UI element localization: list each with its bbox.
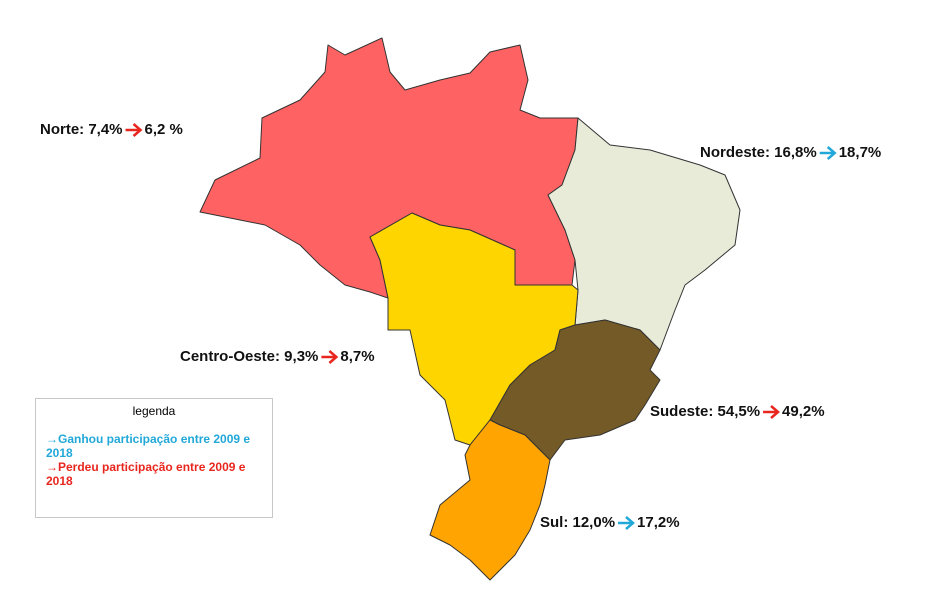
region-label: Centro-Oeste: 9,3%: [180, 348, 318, 365]
legend-item: →Perdeu participação entre 2009 e 2018: [46, 460, 246, 488]
region-label: Sudeste: 54,5%: [650, 403, 760, 420]
legend: legenda →Ganhou participação entre 2009 …: [35, 398, 273, 518]
region-value: 17,2%: [637, 514, 680, 531]
trend-arrow-head: [770, 405, 780, 419]
region-value: 6,2 %: [145, 121, 183, 138]
region-label: Norte: 7,4%: [40, 121, 123, 138]
region-label: Nordeste: 16,8%: [700, 144, 817, 161]
legend-title: legenda: [132, 404, 176, 418]
trend-arrow-head: [328, 350, 339, 364]
region-sul: [429, 419, 551, 581]
trend-arrow-head: [625, 516, 635, 530]
trend-arrow-head: [826, 146, 837, 160]
region-value: 8,7%: [340, 348, 374, 365]
region-label: Sul: 12,0%: [540, 514, 615, 531]
region-sudeste: [489, 319, 661, 461]
region-value: 49,2%: [782, 403, 825, 420]
region-value: 18,7%: [839, 144, 882, 161]
legend-item: →Ganhou participação entre 2009 e 2018: [46, 432, 251, 460]
trend-arrow-head: [132, 123, 143, 137]
